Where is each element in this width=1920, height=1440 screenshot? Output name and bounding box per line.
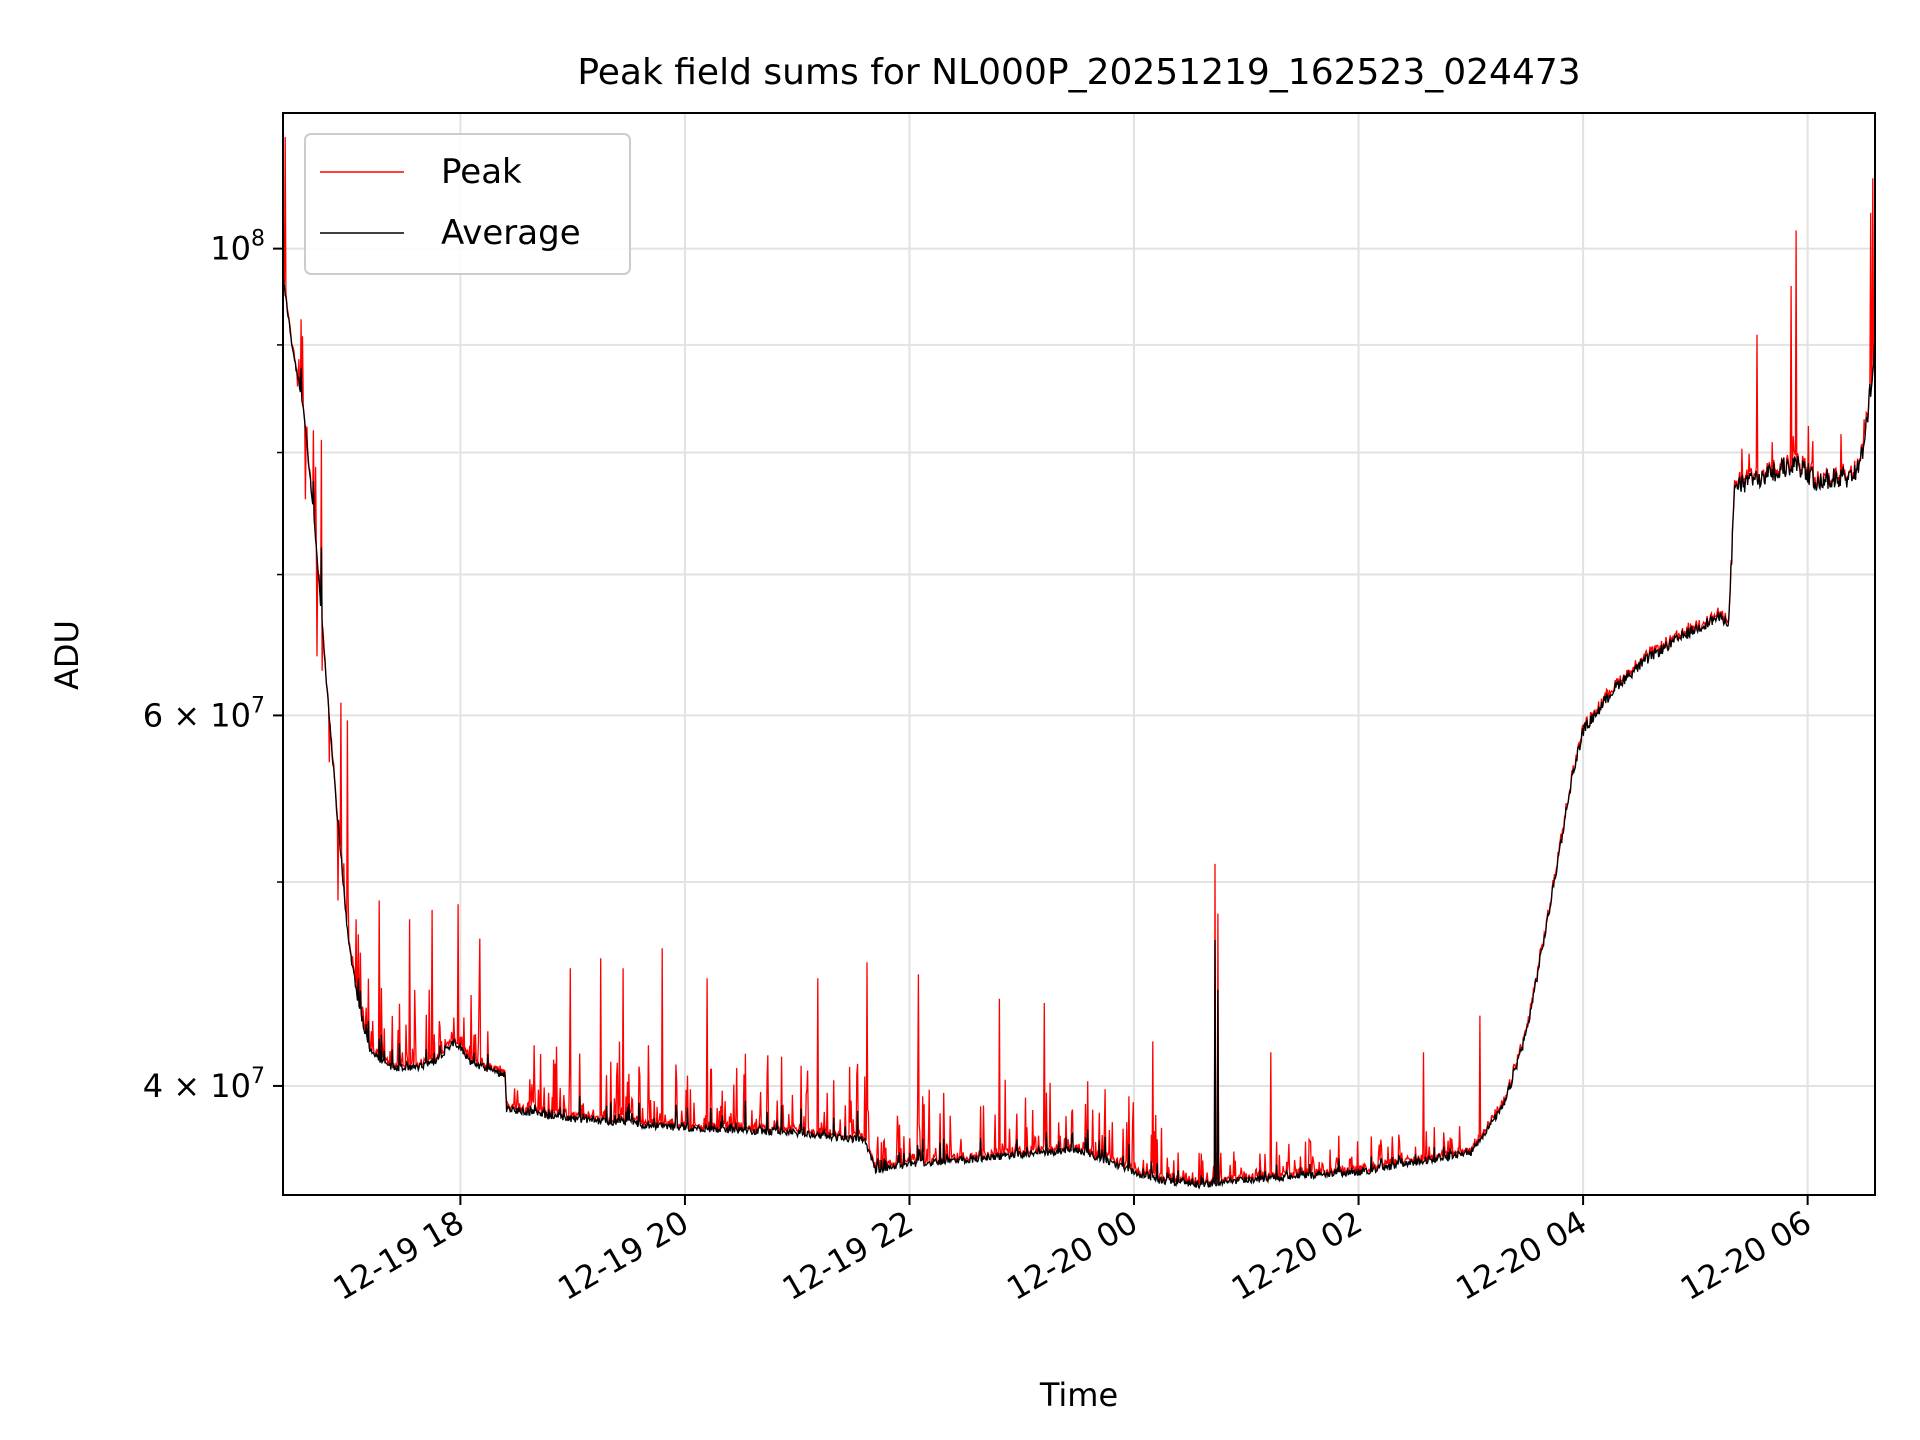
x-axis: 12-19 18 12-19 20 12-19 22 12-20 00 12-20 02… [327,1195,1818,1308]
y-axis-label: ADU [48,620,86,690]
legend-peak-label: Peak [441,152,522,192]
legend-average-label: Average [441,213,581,253]
series-line-average [282,275,1876,1190]
x-tick-label: 12-20 00 [1000,1203,1144,1308]
x-axis-label: Time [1039,1376,1118,1414]
y-axis: 4 × 107 6 × 107 108 [143,227,283,1105]
series-line-peak [282,136,1876,1187]
x-tick-label: 12-19 22 [776,1203,920,1308]
grid-lines [283,113,1875,1195]
x-tick-label: 12-20 06 [1674,1203,1818,1308]
x-tick-label: 12-20 04 [1449,1203,1593,1308]
plot-frame [282,112,1876,1196]
y-tick-label: 4 × 107 [143,1064,265,1105]
y-tick-label: 108 [210,227,265,268]
legend: Peak Average [304,133,631,275]
chart-title: Peak field sums for NL000P_20251219_1625… [577,52,1580,93]
x-tick-label: 12-19 20 [551,1203,695,1308]
series-layer [282,136,1876,1190]
legend-box [304,133,631,275]
x-tick-label: 12-19 18 [327,1203,471,1308]
y-tick-label: 6 × 107 [143,693,265,734]
x-tick-label: 12-20 02 [1225,1203,1369,1308]
